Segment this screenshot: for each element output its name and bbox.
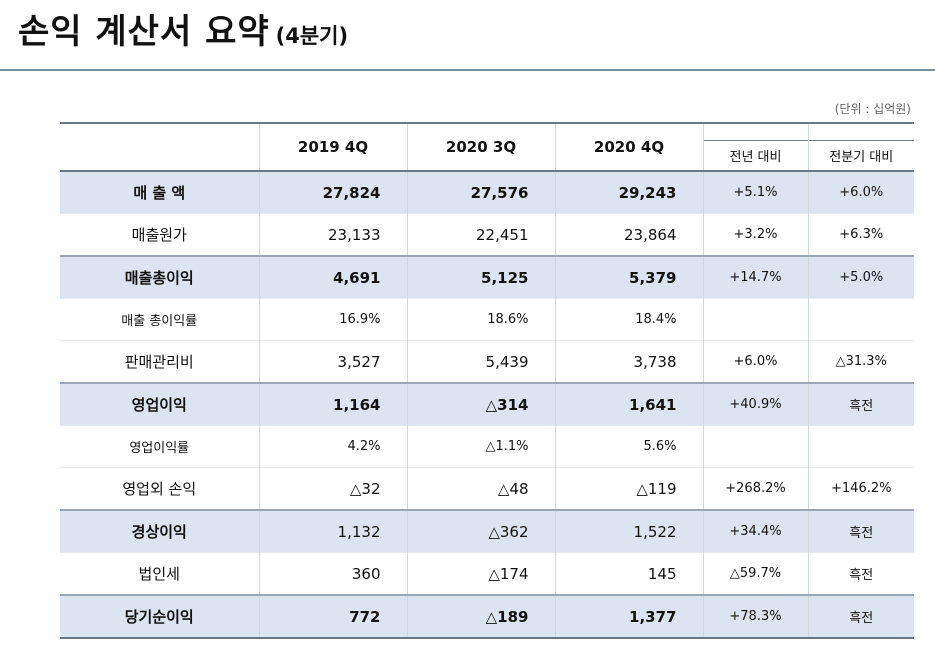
value-2020-4q: 5,379: [554, 255, 703, 299]
row-label: 매출총이익: [60, 255, 259, 299]
yoy-change: △59.7%: [702, 552, 808, 595]
row-operating-income: 영업이익 1,164 △314 1,641 +40.9% 흑전: [60, 382, 914, 426]
value-2020-4q: △119: [554, 467, 703, 510]
value-2020-4q: 1,377: [554, 594, 703, 639]
header-2020-3q: 2020 3Q: [406, 122, 555, 172]
value-2020-4q: 5.6%: [554, 425, 703, 468]
income-statement-table: 2019 4Q 2020 3Q 2020 4Q 전년 대비 전분기 대비 매 출…: [60, 122, 914, 639]
qoq-change: [807, 425, 914, 468]
header-2020-4q: 2020 4Q: [554, 122, 703, 172]
value-2020-3q: △362: [406, 509, 555, 553]
yoy-change: [702, 425, 808, 468]
row-label: 매 출 액: [60, 170, 259, 214]
value-2020-3q: △189: [406, 594, 555, 639]
value-2020-4q: 18.4%: [554, 298, 703, 341]
header-yoy-label: 전년 대비: [704, 139, 808, 169]
qoq-change: +146.2%: [807, 467, 914, 510]
value-2019-4q: 1,132: [258, 509, 407, 553]
qoq-change: +5.0%: [807, 255, 914, 299]
value-2020-4q: 3,738: [554, 340, 703, 383]
yoy-change: +5.1%: [702, 170, 808, 214]
row-label: 영업이익률: [60, 425, 259, 468]
header-2019-4q: 2019 4Q: [258, 122, 407, 172]
row-gross-margin: 매출 총이익률 16.9% 18.6% 18.4%: [60, 298, 914, 341]
header-yoy: 전년 대비: [702, 122, 808, 172]
value-2020-3q: △174: [406, 552, 555, 595]
row-non-operating: 영업외 손익 △32 △48 △119 +268.2% +146.2%: [60, 467, 914, 510]
yoy-change: +78.3%: [702, 594, 808, 639]
value-2019-4q: 4,691: [258, 255, 407, 299]
value-2020-4q: 29,243: [554, 170, 703, 214]
yoy-change: +268.2%: [702, 467, 808, 510]
row-sga: 판매관리비 3,527 5,439 3,738 +6.0% △31.3%: [60, 340, 914, 383]
header-qoq: 전분기 대비: [807, 122, 914, 172]
row-label: 영업외 손익: [60, 467, 259, 510]
qoq-change: 흑전: [807, 594, 914, 639]
value-2019-4q: 27,824: [258, 170, 407, 214]
value-2019-4q: 1,164: [258, 382, 407, 426]
value-2019-4q: 16.9%: [258, 298, 407, 341]
page-title: 손익 계산서 요약 (4분기): [18, 4, 348, 64]
row-label: 영업이익: [60, 382, 259, 426]
value-2019-4q: 3,527: [258, 340, 407, 383]
row-ordinary-income: 경상이익 1,132 △362 1,522 +34.4% 흑전: [60, 509, 914, 553]
value-2020-4q: 1,641: [554, 382, 703, 426]
row-label: 매출원가: [60, 213, 259, 256]
row-operating-margin: 영업이익률 4.2% △1.1% 5.6%: [60, 425, 914, 468]
value-2020-3q: 5,439: [406, 340, 555, 383]
value-2019-4q: 23,133: [258, 213, 407, 256]
title-divider: [0, 69, 935, 71]
value-2020-3q: 27,576: [406, 170, 555, 214]
row-label: 매출 총이익률: [60, 298, 259, 341]
value-2020-3q: △48: [406, 467, 555, 510]
header-qoq-label: 전분기 대비: [809, 139, 914, 169]
yoy-change: +40.9%: [702, 382, 808, 426]
value-2020-4q: 1,522: [554, 509, 703, 553]
yoy-change: +6.0%: [702, 340, 808, 383]
qoq-change: +6.3%: [807, 213, 914, 256]
qoq-change: 흑전: [807, 382, 914, 426]
row-gross-profit: 매출총이익 4,691 5,125 5,379 +14.7% +5.0%: [60, 255, 914, 299]
value-2020-3q: 5,125: [406, 255, 555, 299]
value-2020-4q: 23,864: [554, 213, 703, 256]
yoy-change: [702, 298, 808, 341]
value-2019-4q: 360: [258, 552, 407, 595]
table-header-row: 2019 4Q 2020 3Q 2020 4Q 전년 대비 전분기 대비: [60, 122, 914, 172]
yoy-change: +34.4%: [702, 509, 808, 553]
row-income-tax: 법인세 360 △174 145 △59.7% 흑전: [60, 552, 914, 595]
row-label: 당기순이익: [60, 594, 259, 639]
row-label: 경상이익: [60, 509, 259, 553]
row-revenue: 매 출 액 27,824 27,576 29,243 +5.1% +6.0%: [60, 170, 914, 214]
qoq-change: 흑전: [807, 552, 914, 595]
value-2019-4q: △32: [258, 467, 407, 510]
qoq-change: △31.3%: [807, 340, 914, 383]
unit-note: (단위 : 십억원): [834, 102, 911, 116]
row-label: 법인세: [60, 552, 259, 595]
title-sub: (4분기): [275, 24, 349, 48]
value-2020-3q: 18.6%: [406, 298, 555, 341]
row-label: 판매관리비: [60, 340, 259, 383]
qoq-change: +6.0%: [807, 170, 914, 214]
value-2020-4q: 145: [554, 552, 703, 595]
header-label-cell: [60, 122, 259, 172]
qoq-change: 흑전: [807, 509, 914, 553]
row-net-income: 당기순이익 772 △189 1,377 +78.3% 흑전: [60, 594, 914, 639]
value-2020-3q: △314: [406, 382, 555, 426]
value-2019-4q: 4.2%: [258, 425, 407, 468]
row-cogs: 매출원가 23,133 22,451 23,864 +3.2% +6.3%: [60, 213, 914, 256]
value-2019-4q: 772: [258, 594, 407, 639]
value-2020-3q: 22,451: [406, 213, 555, 256]
value-2020-3q: △1.1%: [406, 425, 555, 468]
title-main: 손익 계산서 요약: [18, 12, 270, 52]
yoy-change: +14.7%: [702, 255, 808, 299]
qoq-change: [807, 298, 914, 341]
yoy-change: +3.2%: [702, 213, 808, 256]
